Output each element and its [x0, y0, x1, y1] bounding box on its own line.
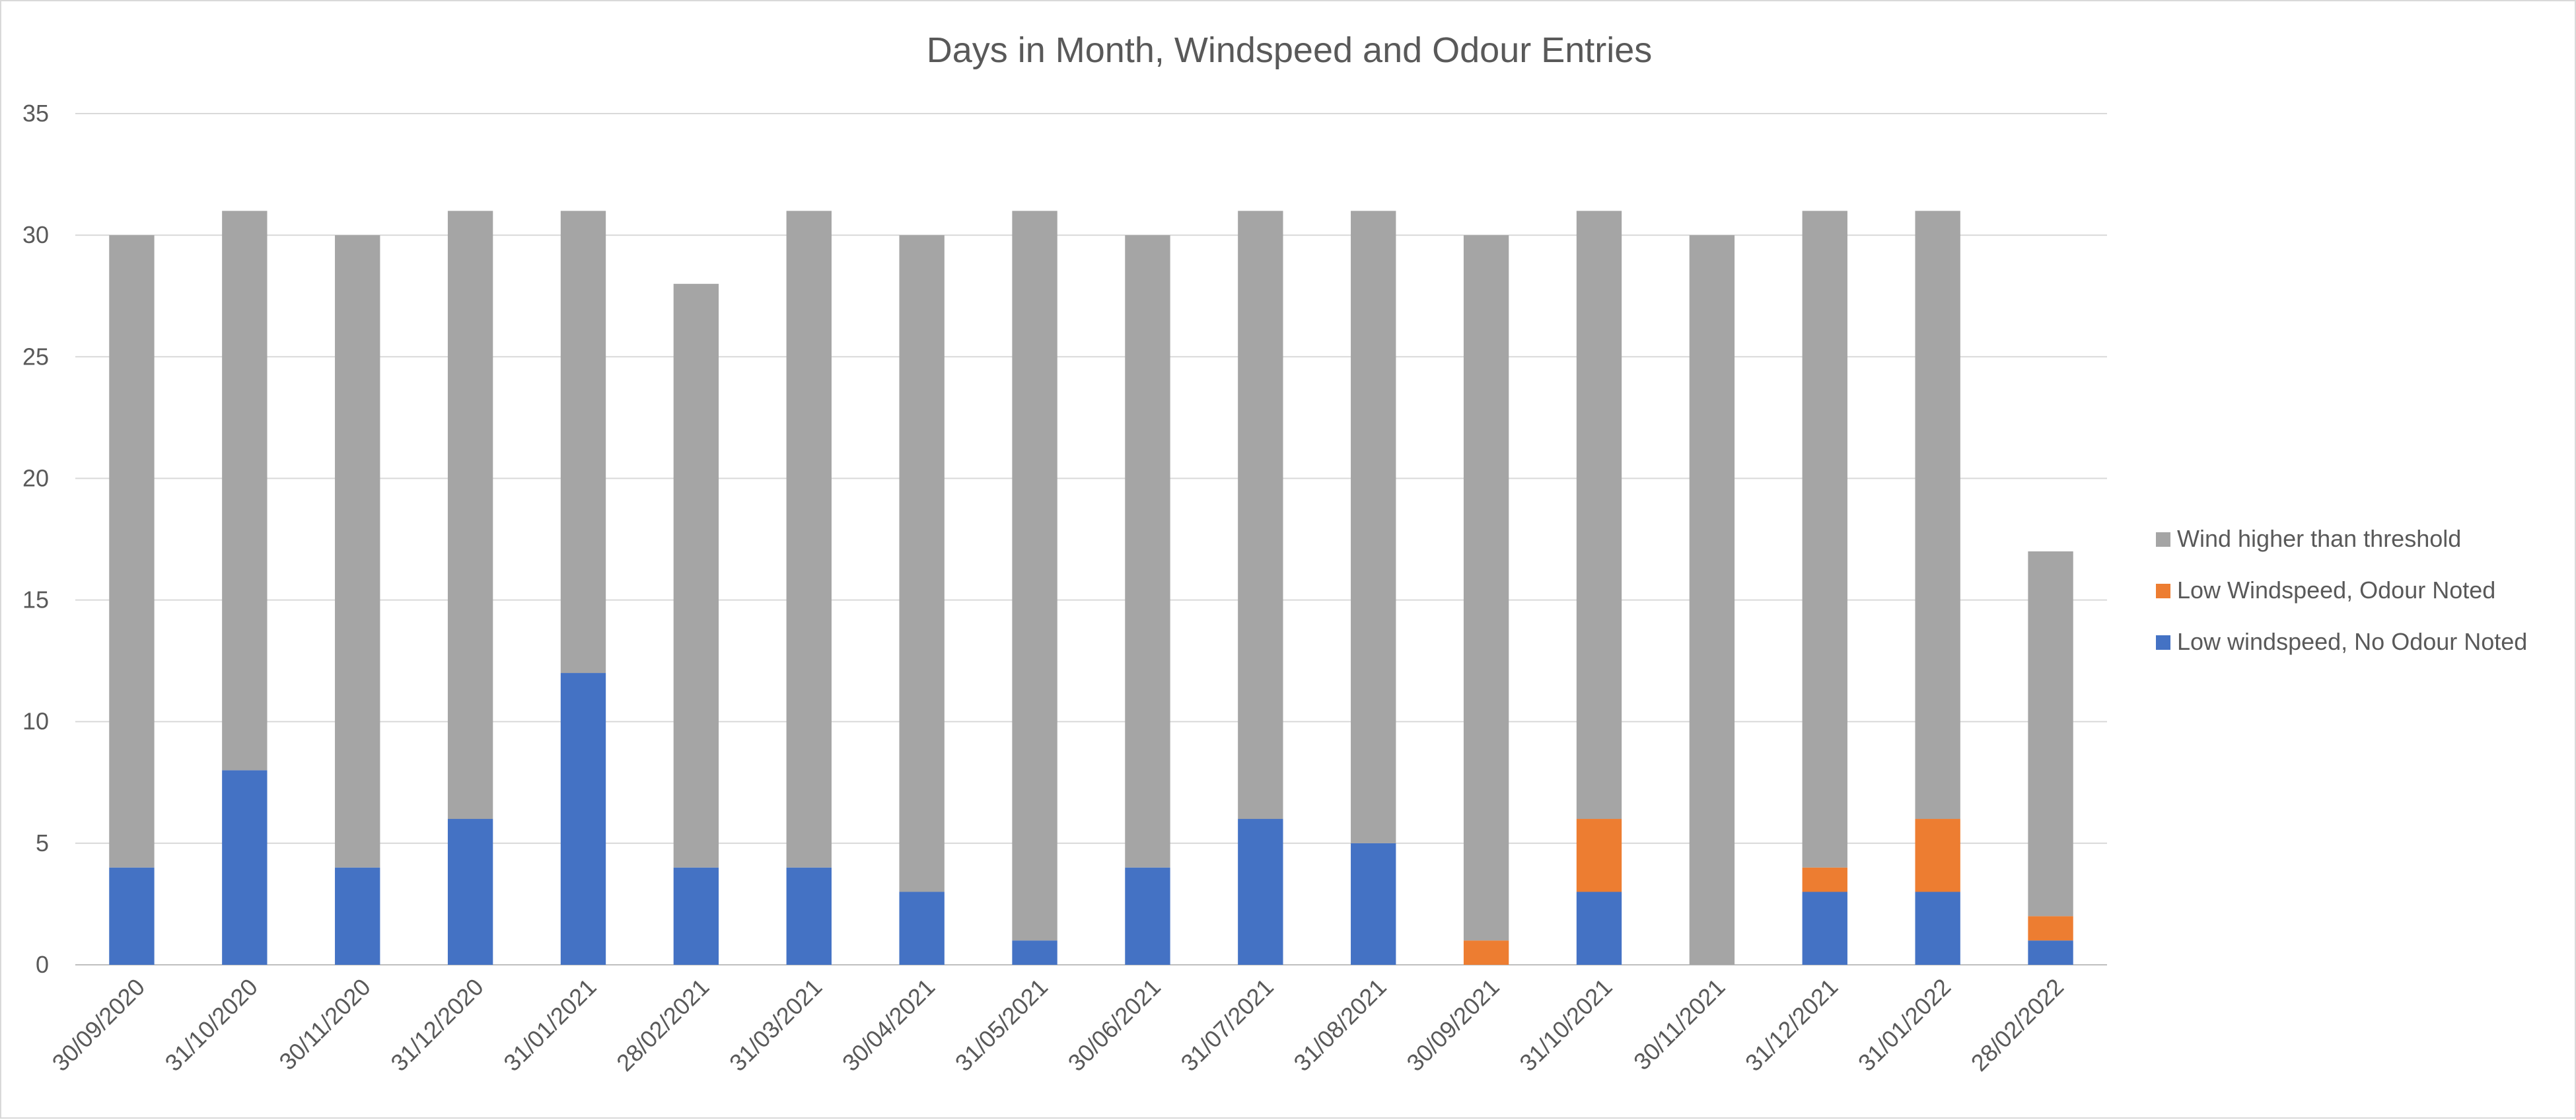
- bar-segment-no-odour: [1915, 892, 1960, 965]
- legend-swatch: [2156, 635, 2170, 650]
- bar-segment-no-odour: [786, 867, 832, 965]
- bar-segment-wind-high: [786, 211, 832, 868]
- bar-segment-wind-high: [1802, 211, 1847, 868]
- bar-segment-wind-high: [1576, 211, 1622, 820]
- bar-segment-odour-noted: [1915, 819, 1960, 892]
- y-tick-label: 5: [36, 829, 49, 857]
- bar-segment-no-odour: [560, 673, 606, 965]
- y-tick-label: 35: [22, 100, 49, 127]
- grid-layer: [75, 113, 2107, 965]
- legend-swatch: [2156, 584, 2170, 598]
- x-tick-label: 30/09/2021: [1401, 973, 1504, 1076]
- x-tick-label: 31/01/2022: [1853, 973, 1956, 1076]
- bar-segment-no-odour: [335, 867, 380, 965]
- x-tick-label: 31/10/2020: [160, 973, 263, 1076]
- bar-segment-wind-high: [1238, 211, 1283, 820]
- bar-segment-no-odour: [109, 867, 155, 965]
- bar-segment-no-odour: [1238, 819, 1283, 965]
- bar-segment-odour-noted: [1802, 867, 1847, 892]
- x-tick-label: 31/01/2021: [498, 973, 601, 1076]
- x-tick-label: 30/04/2021: [837, 973, 940, 1076]
- x-tick-label: 31/12/2021: [1740, 973, 1843, 1076]
- bar-segment-wind-high: [447, 211, 493, 820]
- bar-segment-odour-noted: [2028, 916, 2073, 941]
- x-tick-label: 30/11/2020: [273, 973, 376, 1076]
- legend: Wind higher than threshold Low Windspeed,…: [2156, 525, 2527, 655]
- x-tick-label: 28/02/2022: [1966, 973, 2069, 1076]
- bar-segment-no-odour: [1125, 867, 1170, 965]
- x-tick-label: 30/09/2020: [47, 973, 150, 1076]
- legend-swatch: [2156, 532, 2170, 547]
- bars-layer: [109, 211, 2073, 965]
- bar-segment-wind-high: [2028, 551, 2073, 917]
- y-tick-layer: 0 5 10 15 20 25 30 35: [22, 100, 49, 978]
- bar-segment-wind-high: [1351, 211, 1396, 843]
- legend-label: Wind higher than threshold: [2177, 525, 2461, 552]
- chart-title: Days in Month, Windspeed and Odour Entri…: [927, 30, 1653, 70]
- y-tick-label: 15: [22, 586, 49, 613]
- x-tick-label: 28/02/2021: [611, 973, 714, 1076]
- bar-segment-wind-high: [1689, 235, 1735, 965]
- y-tick-label: 20: [22, 464, 49, 491]
- bar-segment-odour-noted: [1576, 819, 1622, 892]
- x-tick-label: 31/05/2021: [950, 973, 1053, 1076]
- y-tick-label: 10: [22, 708, 49, 735]
- bar-segment-wind-high: [899, 235, 945, 892]
- x-tick-label: 31/03/2021: [724, 973, 827, 1076]
- bar-segment-no-odour: [1802, 892, 1847, 965]
- bar-segment-no-odour: [899, 892, 945, 965]
- x-tick-label: 31/12/2020: [385, 973, 488, 1076]
- bar-segment-no-odour: [1351, 843, 1396, 965]
- bar-segment-no-odour: [2028, 940, 2073, 965]
- bar-segment-no-odour: [673, 867, 719, 965]
- bar-segment-wind-high: [560, 211, 606, 674]
- bar-segment-no-odour: [1012, 940, 1057, 965]
- x-tick-label: 30/11/2021: [1628, 973, 1731, 1076]
- bar-segment-no-odour: [447, 819, 493, 965]
- x-tick-label: 31/07/2021: [1176, 973, 1279, 1076]
- bar-segment-wind-high: [109, 235, 155, 868]
- bar-segment-odour-noted: [1463, 940, 1509, 965]
- x-tick-layer: 30/09/2020 31/10/2020 30/11/2020 31/12/2020…: [47, 973, 2069, 1076]
- bar-segment-wind-high: [335, 235, 380, 868]
- x-tick-label: 31/08/2021: [1288, 973, 1391, 1076]
- bar-segment-wind-high: [1463, 235, 1509, 941]
- y-tick-label: 25: [22, 343, 49, 370]
- x-tick-label: 30/06/2021: [1063, 973, 1166, 1076]
- bar-segment-wind-high: [1915, 211, 1960, 820]
- legend-label: Low windspeed, No Odour Noted: [2177, 628, 2527, 655]
- bar-segment-wind-high: [673, 283, 719, 868]
- x-tick-label: 31/10/2021: [1514, 973, 1617, 1076]
- bar-segment-wind-high: [1012, 211, 1057, 941]
- y-tick-label: 30: [22, 221, 49, 248]
- y-tick-label: 0: [36, 951, 49, 978]
- bar-segment-wind-high: [222, 211, 268, 771]
- bar-segment-no-odour: [1576, 892, 1622, 965]
- legend-label: Low Windspeed, Odour Noted: [2177, 577, 2495, 604]
- bar-segment-no-odour: [222, 770, 268, 965]
- bar-segment-wind-high: [1125, 235, 1170, 868]
